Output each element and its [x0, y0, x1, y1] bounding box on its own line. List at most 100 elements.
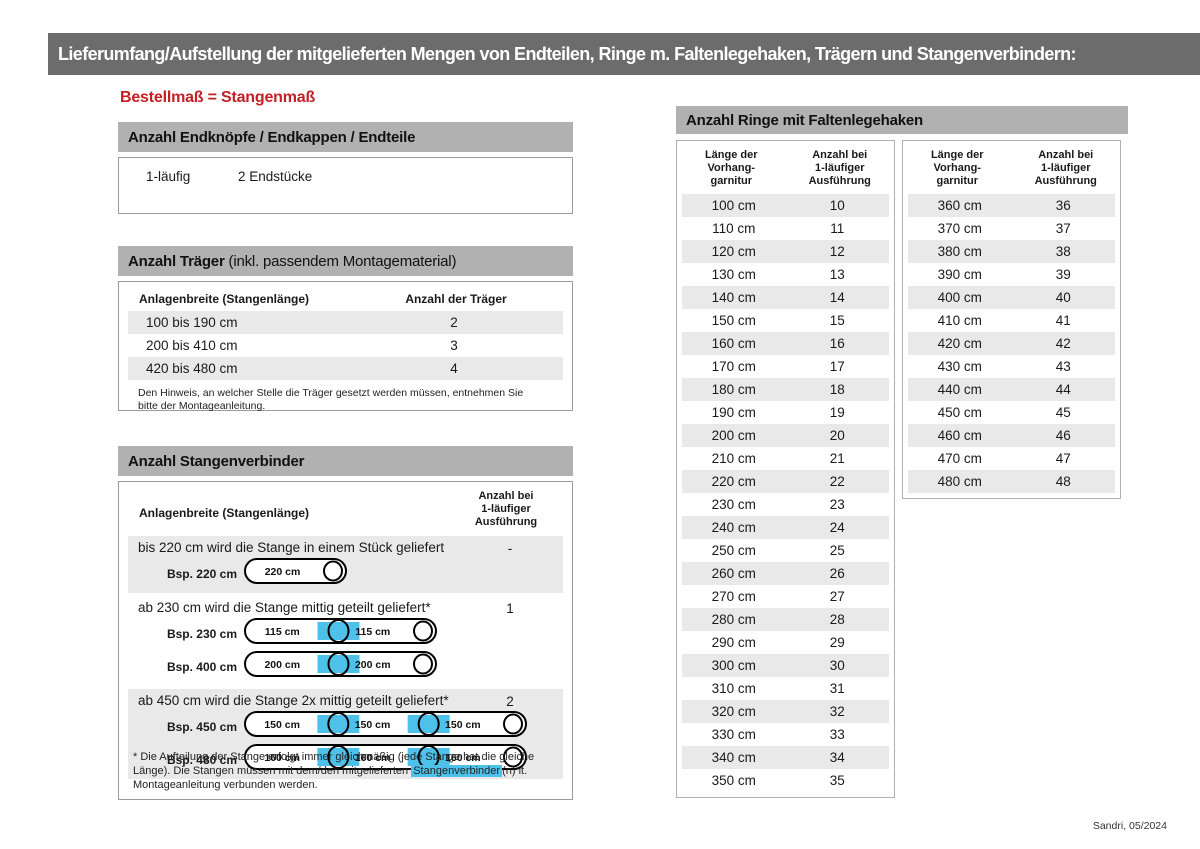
connector-blue	[317, 715, 360, 733]
page-footer: Sandri, 05/2024	[1092, 820, 1167, 832]
column-header: Anlagenbreite (Stangenlänge)	[139, 506, 310, 520]
rod-diagram-holder: 160 cm 160 cm 160 cm	[244, 744, 527, 775]
rod-endcap	[323, 560, 343, 582]
length-cell: 190 cm	[711, 405, 756, 420]
table-row: 460 cm 46	[908, 424, 1115, 447]
length-cell: 280 cm	[711, 612, 756, 627]
count-cell: 47	[1055, 451, 1071, 466]
count-cell: 28	[829, 612, 845, 627]
length-cell: 330 cm	[711, 727, 756, 742]
rod-endcap	[503, 713, 523, 735]
length-cell: 200 cm	[711, 428, 756, 443]
rod-example-label: Bsp. 220 cm	[166, 566, 237, 581]
rod-diagram-holder: 220 cm	[244, 558, 347, 589]
svg-text:220 cm: 220 cm	[265, 566, 301, 578]
count-cell: 12	[829, 244, 845, 259]
table-row: 350 cm 35	[682, 769, 889, 792]
length-cell: 390 cm	[937, 267, 982, 282]
length-cell: 110 cm	[712, 221, 756, 236]
length-cell: 360 cm	[937, 198, 982, 213]
verbinder-table: Anlagenbreite (Stangenlänge) Anzahl bei …	[118, 481, 573, 800]
column-header: Anzahl bei 1-läufiger Ausführung	[1034, 149, 1097, 187]
table-header-row: Länge der Vorhang- garnitur Anzahl bei 1…	[677, 141, 894, 194]
value-cell: 2 Endstücke	[238, 169, 313, 184]
count-cell: 25	[829, 543, 845, 558]
count-cell: 24	[829, 520, 845, 535]
count-cell: -	[507, 541, 513, 556]
rod-joint	[327, 745, 350, 769]
rod-example-label: Bsp. 450 cm	[166, 719, 237, 734]
table-body: 100 bis 190 cm 2 200 bis 410 cm 3 420 bis 48…	[128, 311, 563, 380]
table-row: 440 cm 44	[908, 378, 1115, 401]
subtitle-note: Bestellmaß = Stangenmaß	[120, 89, 316, 106]
table-row: 290 cm 29	[682, 631, 889, 654]
count-cell: 45	[1055, 405, 1071, 420]
section-header-ringe: Anzahl Ringe mit Faltenlegehaken	[676, 106, 1128, 134]
footnote-text: (n) lt. Montageanleitung verbunden werde…	[133, 765, 528, 791]
count-cell: 41	[1055, 313, 1071, 328]
svg-text:150 cm: 150 cm	[264, 719, 300, 731]
rod-joint	[327, 712, 350, 736]
length-cell: 290 cm	[711, 635, 756, 650]
footnote-text: * Die Aufteilung der Stange erfolgt imme…	[133, 751, 535, 777]
count-cell: 29	[829, 635, 845, 650]
table-header-row: Länge der Vorhang- garnitur Anzahl bei 1…	[903, 141, 1120, 194]
svg-text:150 cm: 150 cm	[355, 719, 391, 731]
table-row: 160 cm 16	[682, 332, 889, 355]
length-cell: 270 cm	[711, 589, 756, 604]
rod-joint	[327, 619, 350, 643]
traeger-note: Den Hinweis, an welcher Stelle die Träge…	[138, 387, 524, 412]
table-body: 360 cm 36 370 cm 37 380 cm 38 390 cm 39 400 cm 40…	[908, 194, 1115, 493]
table-row: 150 cm 15	[682, 309, 889, 332]
count-cell: 22	[829, 474, 845, 489]
rod-endcap	[413, 653, 433, 675]
rod-diagram: 160 cm 160 cm 160 cm	[244, 744, 527, 770]
length-cell: 480 cm	[937, 474, 982, 489]
count-cell: 26	[829, 566, 845, 581]
count-cell: 17	[829, 359, 845, 374]
table-row: 320 cm 32	[682, 700, 889, 723]
count-cell: 40	[1055, 290, 1071, 305]
length-cell: 240 cm	[711, 520, 756, 535]
ring-table-1: Länge der Vorhang- garnitur Anzahl bei 1…	[676, 140, 895, 798]
count-cell: 38	[1055, 244, 1071, 259]
section-header-endteile: Anzahl Endknöpfe / Endkappen / Endteile	[118, 122, 573, 152]
table-row: 170 cm 17	[682, 355, 889, 378]
table-row: 250 cm 25	[682, 539, 889, 562]
count-cell: 3	[450, 338, 458, 353]
section-header-traeger: Anzahl Träger (inkl. passendem Montagema…	[118, 246, 573, 276]
svg-text:150 cm: 150 cm	[445, 719, 481, 731]
rod-example-row: Bsp. 220 cm 220 cm	[138, 558, 563, 589]
rod-example-label: Bsp. 230 cm	[166, 626, 237, 641]
table-row: 130 cm 13	[682, 263, 889, 286]
table-body: 100 cm 10 110 cm 11 120 cm 12 130 cm 13 140 cm 14…	[682, 194, 889, 792]
ring-table-2: Länge der Vorhang- garnitur Anzahl bei 1…	[902, 140, 1121, 499]
count-cell: 35	[829, 773, 845, 788]
range-cell: 100 bis 190 cm	[146, 315, 238, 330]
length-cell: 120 cm	[711, 244, 756, 259]
endteile-table: 1-läufig 2 Endstücke	[118, 157, 573, 214]
rod-joint	[417, 712, 440, 736]
length-cell: 160 cm	[711, 336, 756, 351]
section-title: Anzahl Ringe mit Faltenlegehaken	[686, 111, 923, 129]
section-title: Anzahl Endknöpfe / Endkappen / Endteile	[128, 128, 416, 146]
table-row: 420 bis 480 cm 4	[128, 357, 563, 380]
table-row: 480 cm 48	[908, 470, 1115, 493]
length-cell: 350 cm	[711, 773, 756, 788]
count-cell: 48	[1055, 474, 1071, 489]
length-cell: 470 cm	[937, 451, 982, 466]
rod-example-row: Bsp. 480 cm 160 cm 160 cm 160 cm	[138, 744, 563, 775]
table-row: 180 cm 18	[682, 378, 889, 401]
rod-diagram-holder: 115 cm 115 cm	[244, 618, 437, 649]
svg-text:160 cm: 160 cm	[355, 752, 391, 764]
table-row: 410 cm 41	[908, 309, 1115, 332]
verbinder-group: ab 230 cm wird die Stange mittig geteilt…	[128, 596, 563, 686]
count-cell: 4	[450, 361, 458, 376]
table-row: 390 cm 39	[908, 263, 1115, 286]
count-cell: 30	[829, 658, 845, 673]
length-cell: 210 cm	[711, 451, 756, 466]
column-header: Länge der Vorhang- garnitur	[930, 149, 984, 187]
count-cell: 36	[1055, 198, 1071, 213]
count-cell: 46	[1055, 428, 1071, 443]
rod-example-row: Bsp. 230 cm 115 cm 115 cm	[138, 618, 563, 649]
